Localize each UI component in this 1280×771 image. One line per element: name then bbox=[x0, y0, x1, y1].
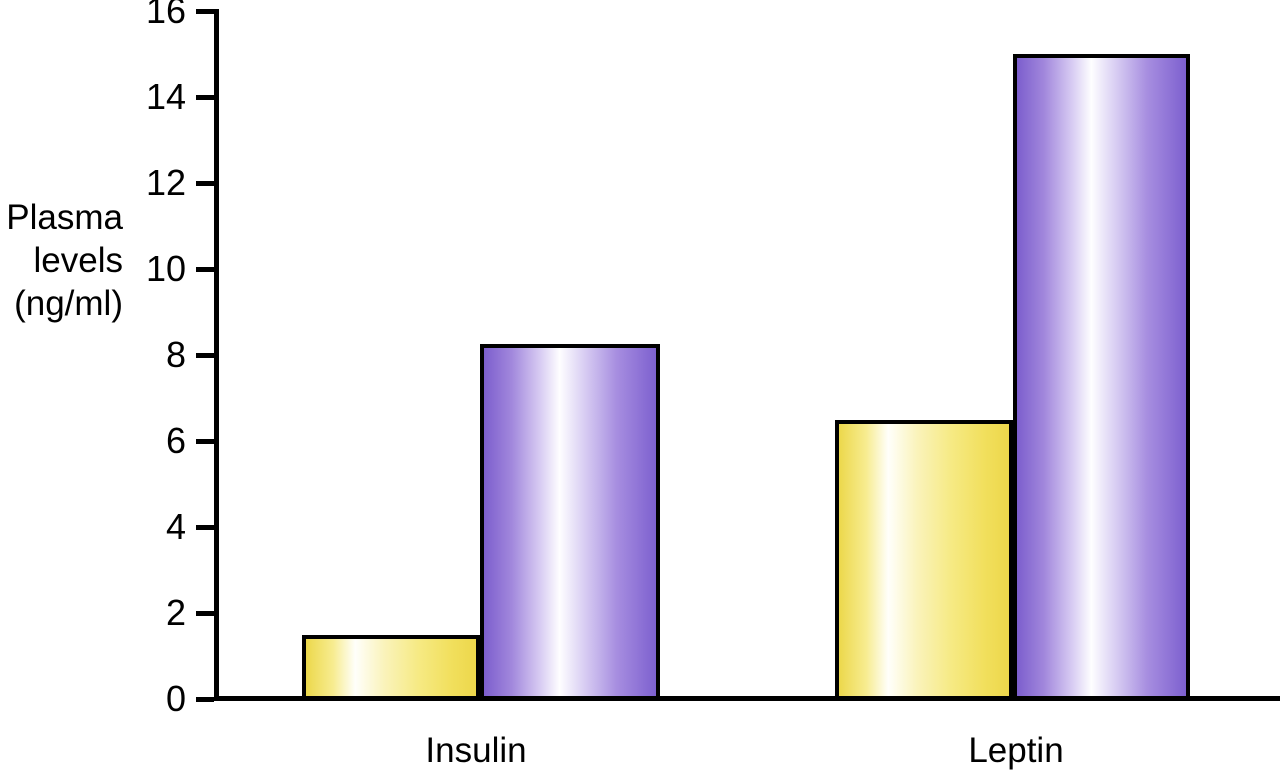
bar-leptin-purple-bar-series bbox=[1013, 54, 1190, 699]
y-tick-mark bbox=[196, 94, 214, 100]
bar-insulin-purple-bar-series bbox=[480, 344, 660, 699]
y-tick-mark bbox=[196, 266, 214, 272]
y-tick-label: 12 bbox=[145, 162, 186, 203]
y-tick-label: 0 bbox=[165, 678, 186, 719]
y-axis-line bbox=[214, 9, 219, 701]
y-tick-label: 4 bbox=[165, 506, 186, 547]
bar-insulin-yellow-bar-series bbox=[302, 634, 480, 699]
y-tick-mark bbox=[196, 8, 214, 14]
y-tick-mark bbox=[196, 610, 214, 616]
y-tick-label: 10 bbox=[145, 248, 186, 289]
y-axis-title: Plasma levels (ng/ml) bbox=[6, 198, 123, 323]
x-category-label-leptin: Leptin bbox=[968, 731, 1064, 770]
x-category-label-insulin: Insulin bbox=[425, 731, 527, 770]
y-tick-label: 8 bbox=[165, 334, 186, 375]
bar-leptin-yellow-bar-series bbox=[835, 419, 1013, 699]
y-tick-label: 14 bbox=[145, 76, 186, 117]
y-tick-mark bbox=[196, 696, 214, 702]
y-tick-mark bbox=[196, 524, 214, 530]
y-tick-label: 16 bbox=[145, 0, 186, 31]
y-tick-mark bbox=[196, 438, 214, 444]
y-tick-mark bbox=[196, 180, 214, 186]
y-tick-label: 6 bbox=[165, 420, 186, 461]
y-tick-label: 2 bbox=[165, 592, 186, 633]
y-tick-mark bbox=[196, 352, 214, 358]
x-axis-line bbox=[214, 696, 1280, 701]
